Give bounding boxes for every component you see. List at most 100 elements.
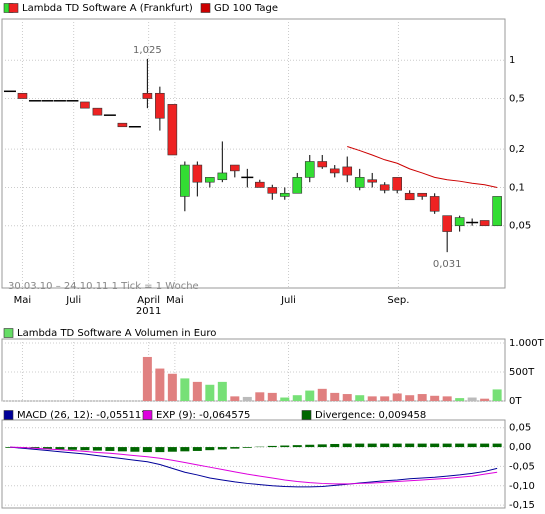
divergence-bar xyxy=(92,447,102,451)
candle-body xyxy=(442,215,452,232)
divergence-bar xyxy=(380,443,390,448)
candle-body xyxy=(180,164,190,197)
candle-body xyxy=(304,161,315,178)
legend-label: Lambda TD Software A (Frankfurt) xyxy=(22,3,193,14)
divergence-bar xyxy=(405,443,415,448)
y-tick-label: 0,2 xyxy=(509,144,525,155)
y-tick-label: -0,10 xyxy=(509,481,535,492)
divergence-bar xyxy=(267,445,277,448)
divergence-bar xyxy=(130,447,140,452)
panel-frame xyxy=(1,338,506,402)
divergence-bar xyxy=(305,444,315,448)
volume-bar xyxy=(367,396,377,401)
divergence-bar xyxy=(342,443,352,448)
volume-bar xyxy=(305,390,315,401)
candle-body xyxy=(454,217,465,227)
legend-label: MACD (26, 12): -0,055117 xyxy=(17,410,148,421)
volume-bar xyxy=(292,395,302,401)
candle-body xyxy=(367,179,378,183)
candle-body xyxy=(342,166,353,176)
macd-line xyxy=(9,446,498,488)
volume-bar xyxy=(217,381,227,401)
divergence-bar xyxy=(480,443,490,448)
panel-frame xyxy=(1,419,506,509)
candle-body xyxy=(317,161,328,168)
x-tick-label: Mai xyxy=(166,295,184,306)
volume-bar xyxy=(142,356,152,401)
legend-label: Divergence: 0,009458 xyxy=(315,410,426,421)
panel-frame xyxy=(1,18,506,289)
divergence-bar xyxy=(217,447,227,450)
volume-bar xyxy=(442,396,452,401)
volume-bar xyxy=(317,388,327,401)
legend-label: GD 100 Tage xyxy=(214,3,278,14)
divergence-bar xyxy=(280,445,290,448)
legend-swatch xyxy=(301,410,312,420)
candle-body xyxy=(117,122,128,128)
ma-line xyxy=(347,145,498,188)
divergence-bar xyxy=(242,447,252,448)
legend-swatch xyxy=(200,3,211,13)
x-tick-label: Juli xyxy=(65,295,81,306)
candle-body xyxy=(192,164,203,183)
divergence-bar xyxy=(417,443,427,448)
divergence-bar xyxy=(492,443,502,448)
volume-bar xyxy=(230,396,240,401)
divergence-bar xyxy=(180,447,190,452)
volume-bar xyxy=(255,392,265,401)
divergence-bar xyxy=(467,443,477,448)
volume-bar xyxy=(392,393,402,401)
divergence-bar xyxy=(392,443,402,448)
candle-body xyxy=(167,104,178,156)
y-tick-label: 1 xyxy=(509,55,515,66)
y-tick-label: 0,05 xyxy=(509,423,531,434)
divergence-bar xyxy=(292,445,302,448)
y-tick-label: 0T xyxy=(509,396,522,407)
divergence-bar xyxy=(230,447,240,449)
candle-body xyxy=(80,101,90,109)
volume-bar xyxy=(167,373,177,401)
volume-bar xyxy=(180,378,190,401)
candle-body xyxy=(217,172,228,181)
x-tick-label: Sep. xyxy=(387,295,409,306)
candle-body xyxy=(404,192,415,201)
volume-bar xyxy=(355,395,365,401)
volume-bar xyxy=(330,392,340,401)
legend-swatch xyxy=(8,3,19,13)
divergence-bar xyxy=(455,443,465,448)
divergence-bar xyxy=(117,447,127,452)
volume-bar xyxy=(342,394,352,401)
divergence-bar xyxy=(55,447,65,450)
candle-body xyxy=(292,177,303,194)
volume-bar xyxy=(280,397,290,401)
volume-bar xyxy=(467,397,477,401)
candle-body xyxy=(17,92,28,99)
candle-body xyxy=(267,187,278,194)
volume-bar xyxy=(267,392,277,401)
candle-body xyxy=(279,192,290,197)
volume-bar xyxy=(430,395,440,401)
candle-body xyxy=(379,184,390,191)
divergence-bar xyxy=(355,443,365,448)
x-tick-label: Juli xyxy=(280,295,296,306)
legend-swatch xyxy=(142,410,153,420)
divergence-bar xyxy=(192,447,202,451)
legend-label: EXP (9): -0,064575 xyxy=(156,410,250,421)
y-tick-label: -0,05 xyxy=(509,461,535,472)
divergence-bar xyxy=(442,443,452,448)
volume-bar xyxy=(492,389,502,401)
volume-bar xyxy=(380,396,390,401)
y-tick-label: 1.000T xyxy=(509,338,545,349)
candle-body xyxy=(479,220,490,227)
annotation: 1,025 xyxy=(133,45,162,56)
divergence-bar xyxy=(317,444,327,448)
candle-body xyxy=(417,192,427,197)
candle-body xyxy=(254,181,265,188)
divergence-bar xyxy=(67,447,77,450)
divergence-bar xyxy=(155,447,165,453)
volume-bar xyxy=(205,384,215,401)
volume-bar xyxy=(405,395,415,401)
divergence-bar xyxy=(105,447,115,451)
divergence-bar xyxy=(430,443,440,448)
